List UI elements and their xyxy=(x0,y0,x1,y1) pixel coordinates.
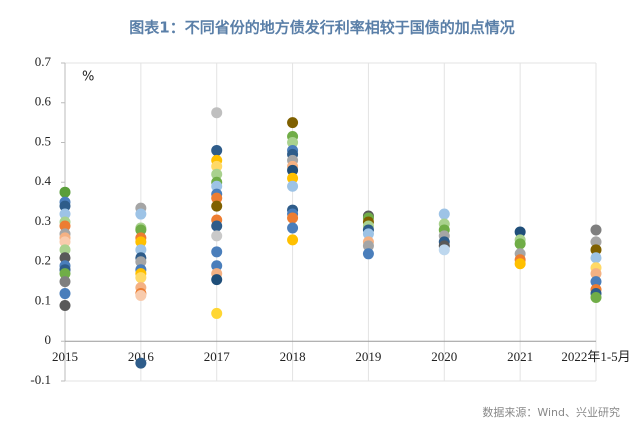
dot xyxy=(59,244,71,256)
y-tick-label: 0.4 xyxy=(35,173,52,188)
dot xyxy=(438,244,450,256)
dot xyxy=(211,246,223,258)
x-tick-label: 2022年1-5月 xyxy=(561,349,630,364)
chart-title: 图表1：不同省份的地方债发行利率相较于国债的加点情况 xyxy=(129,19,514,37)
dot xyxy=(135,256,147,268)
y-tick-label: -0.1 xyxy=(30,372,51,387)
dot xyxy=(211,307,223,319)
dot xyxy=(514,226,526,238)
source-note: 数据来源：Wind、兴业研究 xyxy=(482,405,620,419)
dot xyxy=(590,236,602,248)
dot xyxy=(211,160,223,172)
dot xyxy=(59,268,71,280)
dot xyxy=(287,172,299,184)
unit-label: % xyxy=(82,70,94,85)
dot xyxy=(514,258,526,270)
dot xyxy=(590,268,602,280)
dot xyxy=(135,357,147,369)
dot xyxy=(59,220,71,232)
dot xyxy=(59,208,71,220)
dot xyxy=(287,137,299,148)
dot xyxy=(135,244,147,256)
y-tick-label: 0.6 xyxy=(35,94,52,109)
dot xyxy=(59,276,71,288)
dot xyxy=(211,107,223,119)
y-tick-label: 0.5 xyxy=(35,133,51,148)
dot xyxy=(211,192,223,204)
x-tick-label: 2021 xyxy=(507,349,533,364)
x-tick-label: 2019 xyxy=(355,349,381,364)
dot xyxy=(135,236,147,248)
dot xyxy=(135,224,147,236)
dot xyxy=(211,230,223,242)
dot xyxy=(59,299,71,311)
dot xyxy=(287,180,299,192)
x-tick-label: 2016 xyxy=(128,349,155,364)
x-tick-label: 2018 xyxy=(280,349,306,364)
dot xyxy=(135,290,147,302)
dot xyxy=(211,168,223,180)
x-tick-label: 2017 xyxy=(204,349,231,364)
dot xyxy=(211,274,223,286)
dot xyxy=(211,260,223,272)
dot xyxy=(590,224,602,236)
y-tick-label: 0.1 xyxy=(35,292,51,307)
dot xyxy=(287,117,299,129)
dot xyxy=(514,238,526,250)
y-tick-label: 0.2 xyxy=(35,253,51,268)
dot xyxy=(287,212,299,224)
dot xyxy=(59,200,71,212)
y-tick-label: 0 xyxy=(45,332,52,347)
dot xyxy=(590,252,602,264)
dot xyxy=(135,208,147,220)
y-tick-label: 0.7 xyxy=(35,54,52,69)
dot xyxy=(59,236,71,248)
dot xyxy=(590,244,602,256)
dot xyxy=(211,200,223,212)
dot xyxy=(287,164,299,176)
y-tick-label: 0.3 xyxy=(35,213,51,228)
dot xyxy=(438,208,450,220)
x-tick-label: 2020 xyxy=(431,349,457,364)
dot xyxy=(590,292,602,304)
dot xyxy=(287,222,299,234)
dot xyxy=(59,186,71,198)
dot xyxy=(590,276,602,288)
dot xyxy=(287,234,299,246)
dot xyxy=(59,288,71,300)
dot xyxy=(59,252,71,264)
x-tick-label: 2015 xyxy=(52,349,78,364)
dot xyxy=(362,228,374,240)
dot xyxy=(211,180,223,192)
dot xyxy=(362,240,374,252)
dot xyxy=(211,144,223,156)
dot xyxy=(135,272,147,284)
dot xyxy=(211,220,223,232)
dot xyxy=(362,248,374,260)
